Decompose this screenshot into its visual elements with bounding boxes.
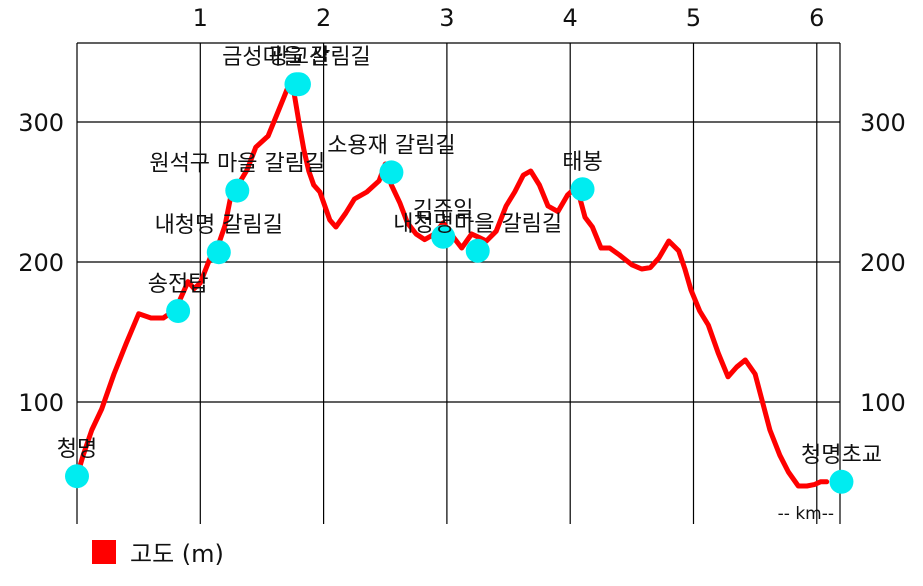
x-tick-label: 2 — [316, 4, 331, 32]
x-tick-label: 4 — [563, 4, 578, 32]
y-tick-label-right: 200 — [860, 249, 906, 277]
grid — [76, 42, 841, 524]
poi-label: 청명초교 — [801, 443, 882, 468]
poi-marker — [379, 160, 404, 185]
y-tick-label-left: 200 — [18, 249, 64, 277]
poi-marker — [65, 464, 89, 489]
x-tick-label: 5 — [686, 4, 701, 32]
poi-markers — [65, 72, 854, 494]
poi-label: 태봉 — [562, 150, 602, 175]
poi-marker — [431, 224, 456, 249]
x-tick-label: 6 — [809, 4, 824, 32]
poi-marker — [206, 240, 231, 265]
x-unit-label: -- km-- — [778, 504, 834, 524]
legend: 고도 (m) — [92, 534, 224, 569]
y-tick-label-right: 300 — [860, 109, 906, 137]
y-tick-label-right: 100 — [860, 389, 906, 417]
poi-label: 광교산 — [269, 45, 330, 70]
poi-label: 원석구 마을 갈림길 — [149, 152, 325, 177]
poi-marker — [166, 299, 191, 323]
poi-marker — [286, 72, 311, 97]
poi-marker — [225, 178, 250, 203]
poi-marker — [465, 238, 490, 263]
poi-label: 금성마을 갈림길 — [222, 45, 371, 70]
poi-label: 청명 — [57, 437, 97, 462]
x-tick-label: 3 — [439, 4, 454, 32]
x-tick-label: 1 — [193, 4, 208, 32]
legend-label: 고도 (m) — [130, 540, 224, 568]
poi-label: 소용재 갈림길 — [327, 133, 455, 158]
axis-ticks: 1 2 3 4 5 6 100 100 200 200 300 300 — [18, 4, 906, 417]
poi-marker — [829, 469, 854, 494]
poi-marker — [570, 177, 595, 202]
poi-label: 내청명 갈림길 — [155, 213, 283, 238]
y-tick-label-left: 100 — [18, 389, 64, 417]
y-tick-label-left: 300 — [18, 109, 64, 137]
legend-swatch — [92, 539, 116, 564]
poi-label: 내청명마을 갈림길 — [393, 212, 562, 237]
poi-label: 김주일 — [413, 198, 474, 223]
poi-label: 송전탑 — [148, 272, 209, 297]
